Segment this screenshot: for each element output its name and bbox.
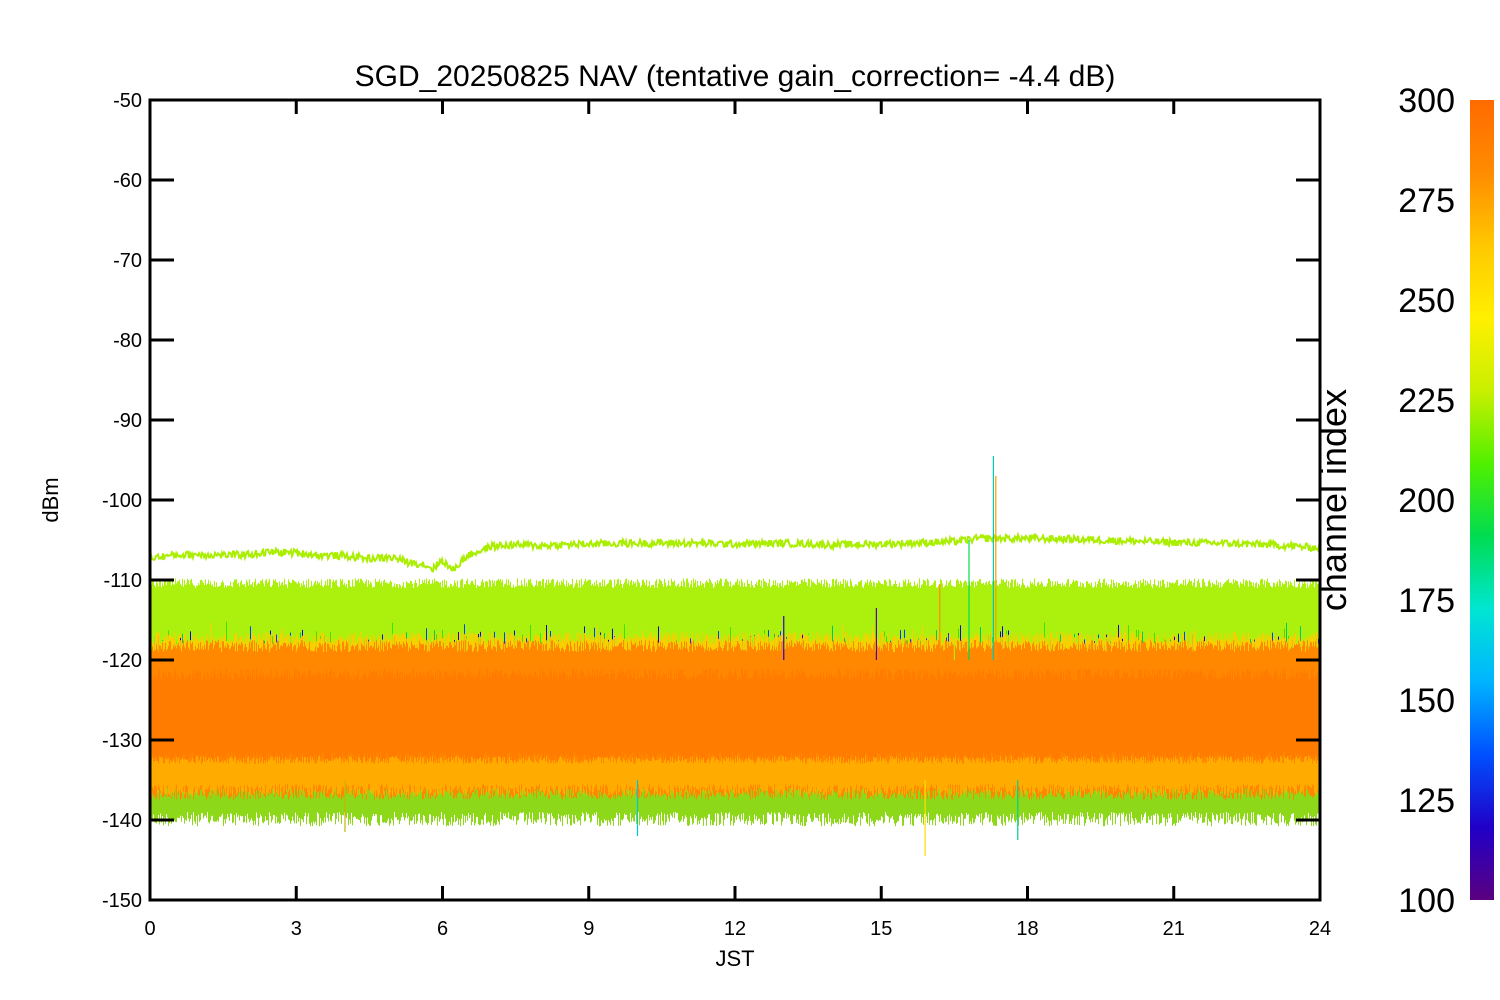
x-tick-label: 12 <box>724 918 746 940</box>
x-tick-label: 21 <box>1163 918 1185 940</box>
colorbar-tick-label: 100 <box>1398 882 1455 920</box>
y-tick-label: -80 <box>113 330 142 352</box>
y-tick-label: -130 <box>102 730 142 752</box>
y-tick-label: -70 <box>113 250 142 272</box>
colorbar-tick-label: 225 <box>1398 382 1455 420</box>
colorbar-tick-label: 175 <box>1398 582 1455 620</box>
x-tick-label: 6 <box>437 918 448 940</box>
colorbar-tick-label: 200 <box>1398 482 1455 520</box>
axis-layer: 0 3 6 9 12 15 18 21 24 -150 -140 -130 -120 -110 -100 -9… <box>102 90 1331 940</box>
x-tick-label: 24 <box>1309 918 1331 940</box>
x-tick-label: 9 <box>583 918 594 940</box>
x-tick-label: 3 <box>291 918 302 940</box>
y-tick-label: -120 <box>102 650 142 672</box>
data-layer <box>150 456 1320 856</box>
colorbar-ticks: 100 125 150 175 200 225 250 275 300 <box>1398 82 1455 920</box>
colorbar-tick-label: 125 <box>1398 782 1455 820</box>
series-orange-core <box>150 668 1320 764</box>
y-tick-label: -110 <box>103 570 142 592</box>
y-tick-label: -140 <box>102 810 142 832</box>
chart-title: SGD_20250825 NAV (tentative gain_correct… <box>355 60 1116 93</box>
y-tick-label: -60 <box>113 170 142 192</box>
band-path <box>150 668 1320 764</box>
colorbar-tick-label: 275 <box>1398 182 1455 220</box>
colorbar-gradient <box>1470 100 1494 900</box>
colorbar: 100 125 150 175 200 225 250 275 300 channel inde… <box>1313 82 1494 920</box>
colorbar-tick-label: 150 <box>1398 682 1455 720</box>
x-axis-label: JST <box>715 946 754 971</box>
series-strong-carrier <box>150 531 1320 573</box>
y-tick-label: -150 <box>102 890 142 912</box>
x-tick-label: 18 <box>1016 918 1038 940</box>
colorbar-tick-label: 300 <box>1398 82 1455 120</box>
y-tick-label: -90 <box>113 410 142 432</box>
colorbar-title: channel index <box>1313 389 1354 611</box>
colorbar-tick-label: 250 <box>1398 282 1455 320</box>
x-tick-label: 0 <box>144 918 155 940</box>
y-tick-label: -100 <box>102 490 142 512</box>
y-axis-label: dBm <box>38 477 63 522</box>
x-tick-label: 15 <box>870 918 892 940</box>
y-tick-label: -50 <box>113 90 142 112</box>
